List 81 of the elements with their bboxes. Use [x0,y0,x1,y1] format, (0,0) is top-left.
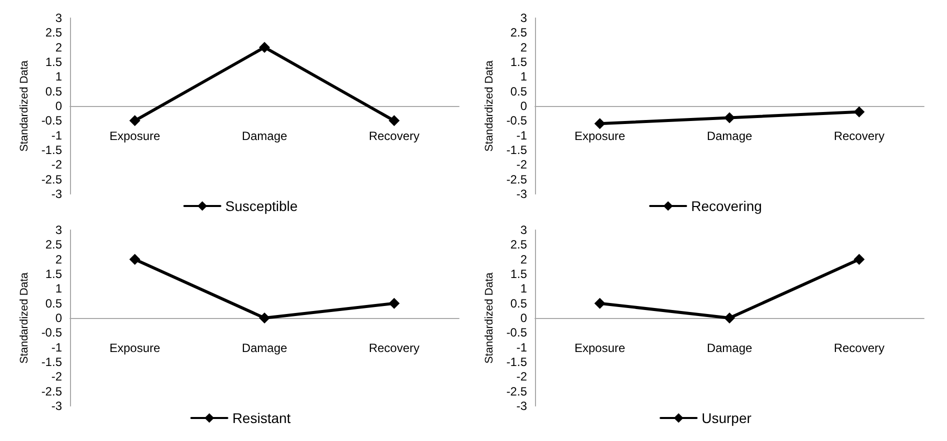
x-tick-label: Damage [242,341,288,355]
y-axis-title: Standardized Data [484,272,496,364]
y-tick-label: -1.5 [506,355,528,369]
y-tick-label: 3 [520,11,528,25]
y-tick-label: 2.5 [45,26,62,40]
y-tick-label: 1.5 [510,55,528,69]
y-tick-label: -2 [516,370,528,384]
y-tick-label: 0 [55,99,62,113]
y-tick-label: -0.5 [41,114,62,128]
x-tick-label: Damage [706,341,753,355]
y-tick-label: 3 [55,223,62,237]
y-tick-label: 2 [55,40,62,54]
y-tick-label: -2.5 [506,172,528,186]
y-tick-label: -2 [51,370,62,384]
x-tick-label: Recovery [834,341,885,355]
legend-label: Susceptible [225,198,298,214]
y-tick-label: 0 [55,311,62,325]
y-tick-label: 0.5 [510,296,528,310]
point [724,112,735,124]
y-tick-label: -0.5 [506,114,528,128]
y-tick-label: 2 [55,252,62,266]
y-tick-label: -1.5 [41,355,62,369]
y-tick-label: 1.5 [45,267,62,281]
y-tick-label: -1.5 [506,143,528,157]
y-tick-label: -2 [51,158,62,172]
y-tick-label: 2 [520,40,528,54]
y-tick-label: -0.5 [506,326,528,340]
y-tick-label: 1.5 [45,55,62,69]
y-tick-label: 1 [520,282,528,296]
y-tick-label: -3 [516,399,528,413]
y-tick-label: -2 [516,158,528,172]
x-tick-label: Damage [706,129,753,143]
y-tick-label: 0.5 [510,84,528,98]
point [724,312,735,324]
y-tick-label: -3 [51,187,62,201]
y-tick-label: -2.5 [41,172,62,186]
y-tick-label: -1 [516,128,528,142]
x-tick-label: Exposure [574,341,626,355]
y-tick-label: 1 [55,282,62,296]
y-tick-label: -3 [51,399,62,413]
x-tick-label: Damage [242,129,288,143]
y-tick-label: 3 [55,11,62,25]
y-tick-label: -3 [516,187,528,201]
point [854,254,865,265]
y-axis-title: Standardized Data [18,60,30,152]
y-tick-label: -2.5 [506,384,528,398]
y-tick-label: -0.5 [41,326,62,340]
y-tick-label: 0.5 [45,84,62,98]
y-tick-label: -1 [516,340,528,354]
legend-label: Recovering [691,198,762,214]
y-tick-label: 2.5 [45,238,62,252]
point [854,106,865,118]
y-tick-label: -1 [51,128,62,142]
point [594,298,606,309]
legend-label: Usurper [702,410,752,426]
y-tick-label: -1 [51,340,62,354]
y-axis-title: Standardized Data [484,60,496,152]
y-tick-label: 1 [55,70,62,84]
x-tick-label: Exposure [109,341,161,355]
y-axis-title: Standardized Data [18,272,30,364]
y-tick-label: 3 [520,223,528,237]
y-tick-label: 1 [520,70,528,84]
y-tick-label: 1.5 [510,267,528,281]
x-tick-label: Recovery [834,129,885,143]
y-tick-label: 0 [520,311,528,325]
y-tick-label: 2.5 [510,26,528,40]
x-tick-label: Recovery [368,341,420,355]
point [388,298,400,309]
x-tick-label: Exposure [574,129,626,143]
y-tick-label: -2.5 [41,384,62,398]
point [129,254,140,265]
point [594,118,606,130]
y-tick-label: 2.5 [510,238,528,252]
y-tick-label: 2 [520,252,528,266]
y-tick-label: -1.5 [41,143,62,157]
y-tick-label: 0.5 [45,296,62,310]
legend-label: Resistant [232,410,291,426]
point [259,312,270,324]
y-tick-label: 0 [520,99,528,113]
x-tick-label: Recovery [368,129,420,143]
x-tick-label: Exposure [109,129,161,143]
